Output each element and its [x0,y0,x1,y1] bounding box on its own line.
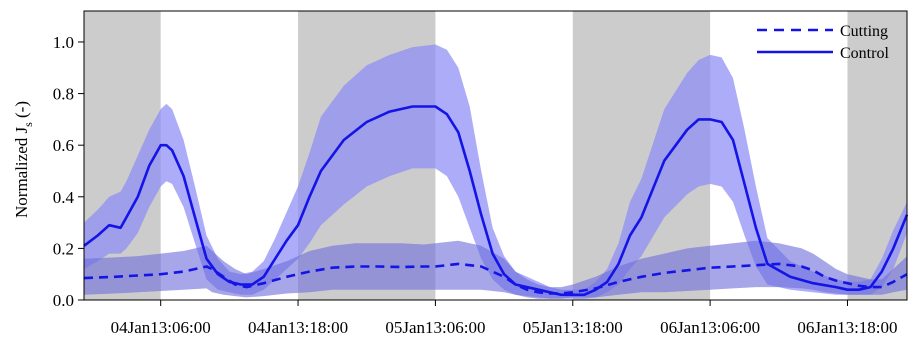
legend-label-cutting: Cutting [840,23,888,40]
y-tick-label-2: 0.4 [53,188,75,207]
y-tick-label-3: 0.6 [53,136,74,155]
y-tick-label-4: 0.8 [53,85,74,104]
x-tick-label-5: 06Jan13:18:00 [797,318,897,337]
axes: 0.0 0.2 0.4 0.6 0.8 1.0 04Jan13:06:00 04Jan13:1… [12,10,908,337]
y-tick-label-5: 1.0 [53,33,74,52]
x-tick-label-1: 04Jan13:18:00 [248,318,348,337]
x-tick-label-0: 04Jan13:06:00 [111,318,211,337]
line-control [83,105,909,297]
x-tick-label-2: 05Jan13:06:00 [385,318,485,337]
legend: Cutting Control [757,23,889,62]
legend-label-control: Control [840,45,889,62]
y-axis-title: Normalized Js (-) [12,101,35,218]
band-cutting [84,240,907,299]
x-tick-label-4: 06Jan13:06:00 [660,318,760,337]
y-tick-label-0: 0.0 [53,291,74,310]
plot-frame [83,10,908,301]
y-tick-label-1: 0.2 [53,239,74,258]
series-lines [83,105,909,297]
x-tick-label-3: 05Jan13:18:00 [523,318,623,337]
